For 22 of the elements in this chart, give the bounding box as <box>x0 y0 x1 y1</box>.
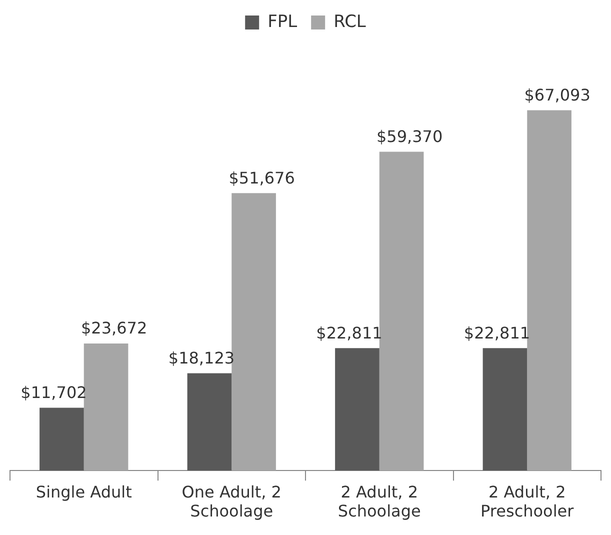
bar <box>187 373 232 471</box>
x-tick-label: One Adult, 2 Schoolage <box>182 482 282 521</box>
data-label: $51,676 <box>228 168 295 188</box>
data-label: $18,123 <box>168 348 235 368</box>
bar <box>40 408 84 471</box>
bar <box>379 152 424 471</box>
data-label: $11,702 <box>20 382 87 402</box>
data-label: $23,672 <box>80 318 148 338</box>
bar <box>527 110 572 471</box>
data-label: $22,811 <box>464 323 530 342</box>
data-label: $59,370 <box>376 126 443 146</box>
x-tick-label: Single Adult <box>36 482 132 502</box>
data-label: $22,811 <box>316 323 382 342</box>
legend-label: FPL <box>268 12 298 32</box>
x-tick-label: 2 Adult, 2 Preschooler <box>480 482 574 521</box>
bar <box>482 348 528 471</box>
bar <box>335 348 380 471</box>
legend-label: RCL <box>334 12 366 32</box>
bar <box>232 193 276 471</box>
bar <box>84 343 128 471</box>
data-label: $67,093 <box>524 85 590 104</box>
x-tick-label: 2 Adult, 2 Schoolage <box>338 482 421 521</box>
